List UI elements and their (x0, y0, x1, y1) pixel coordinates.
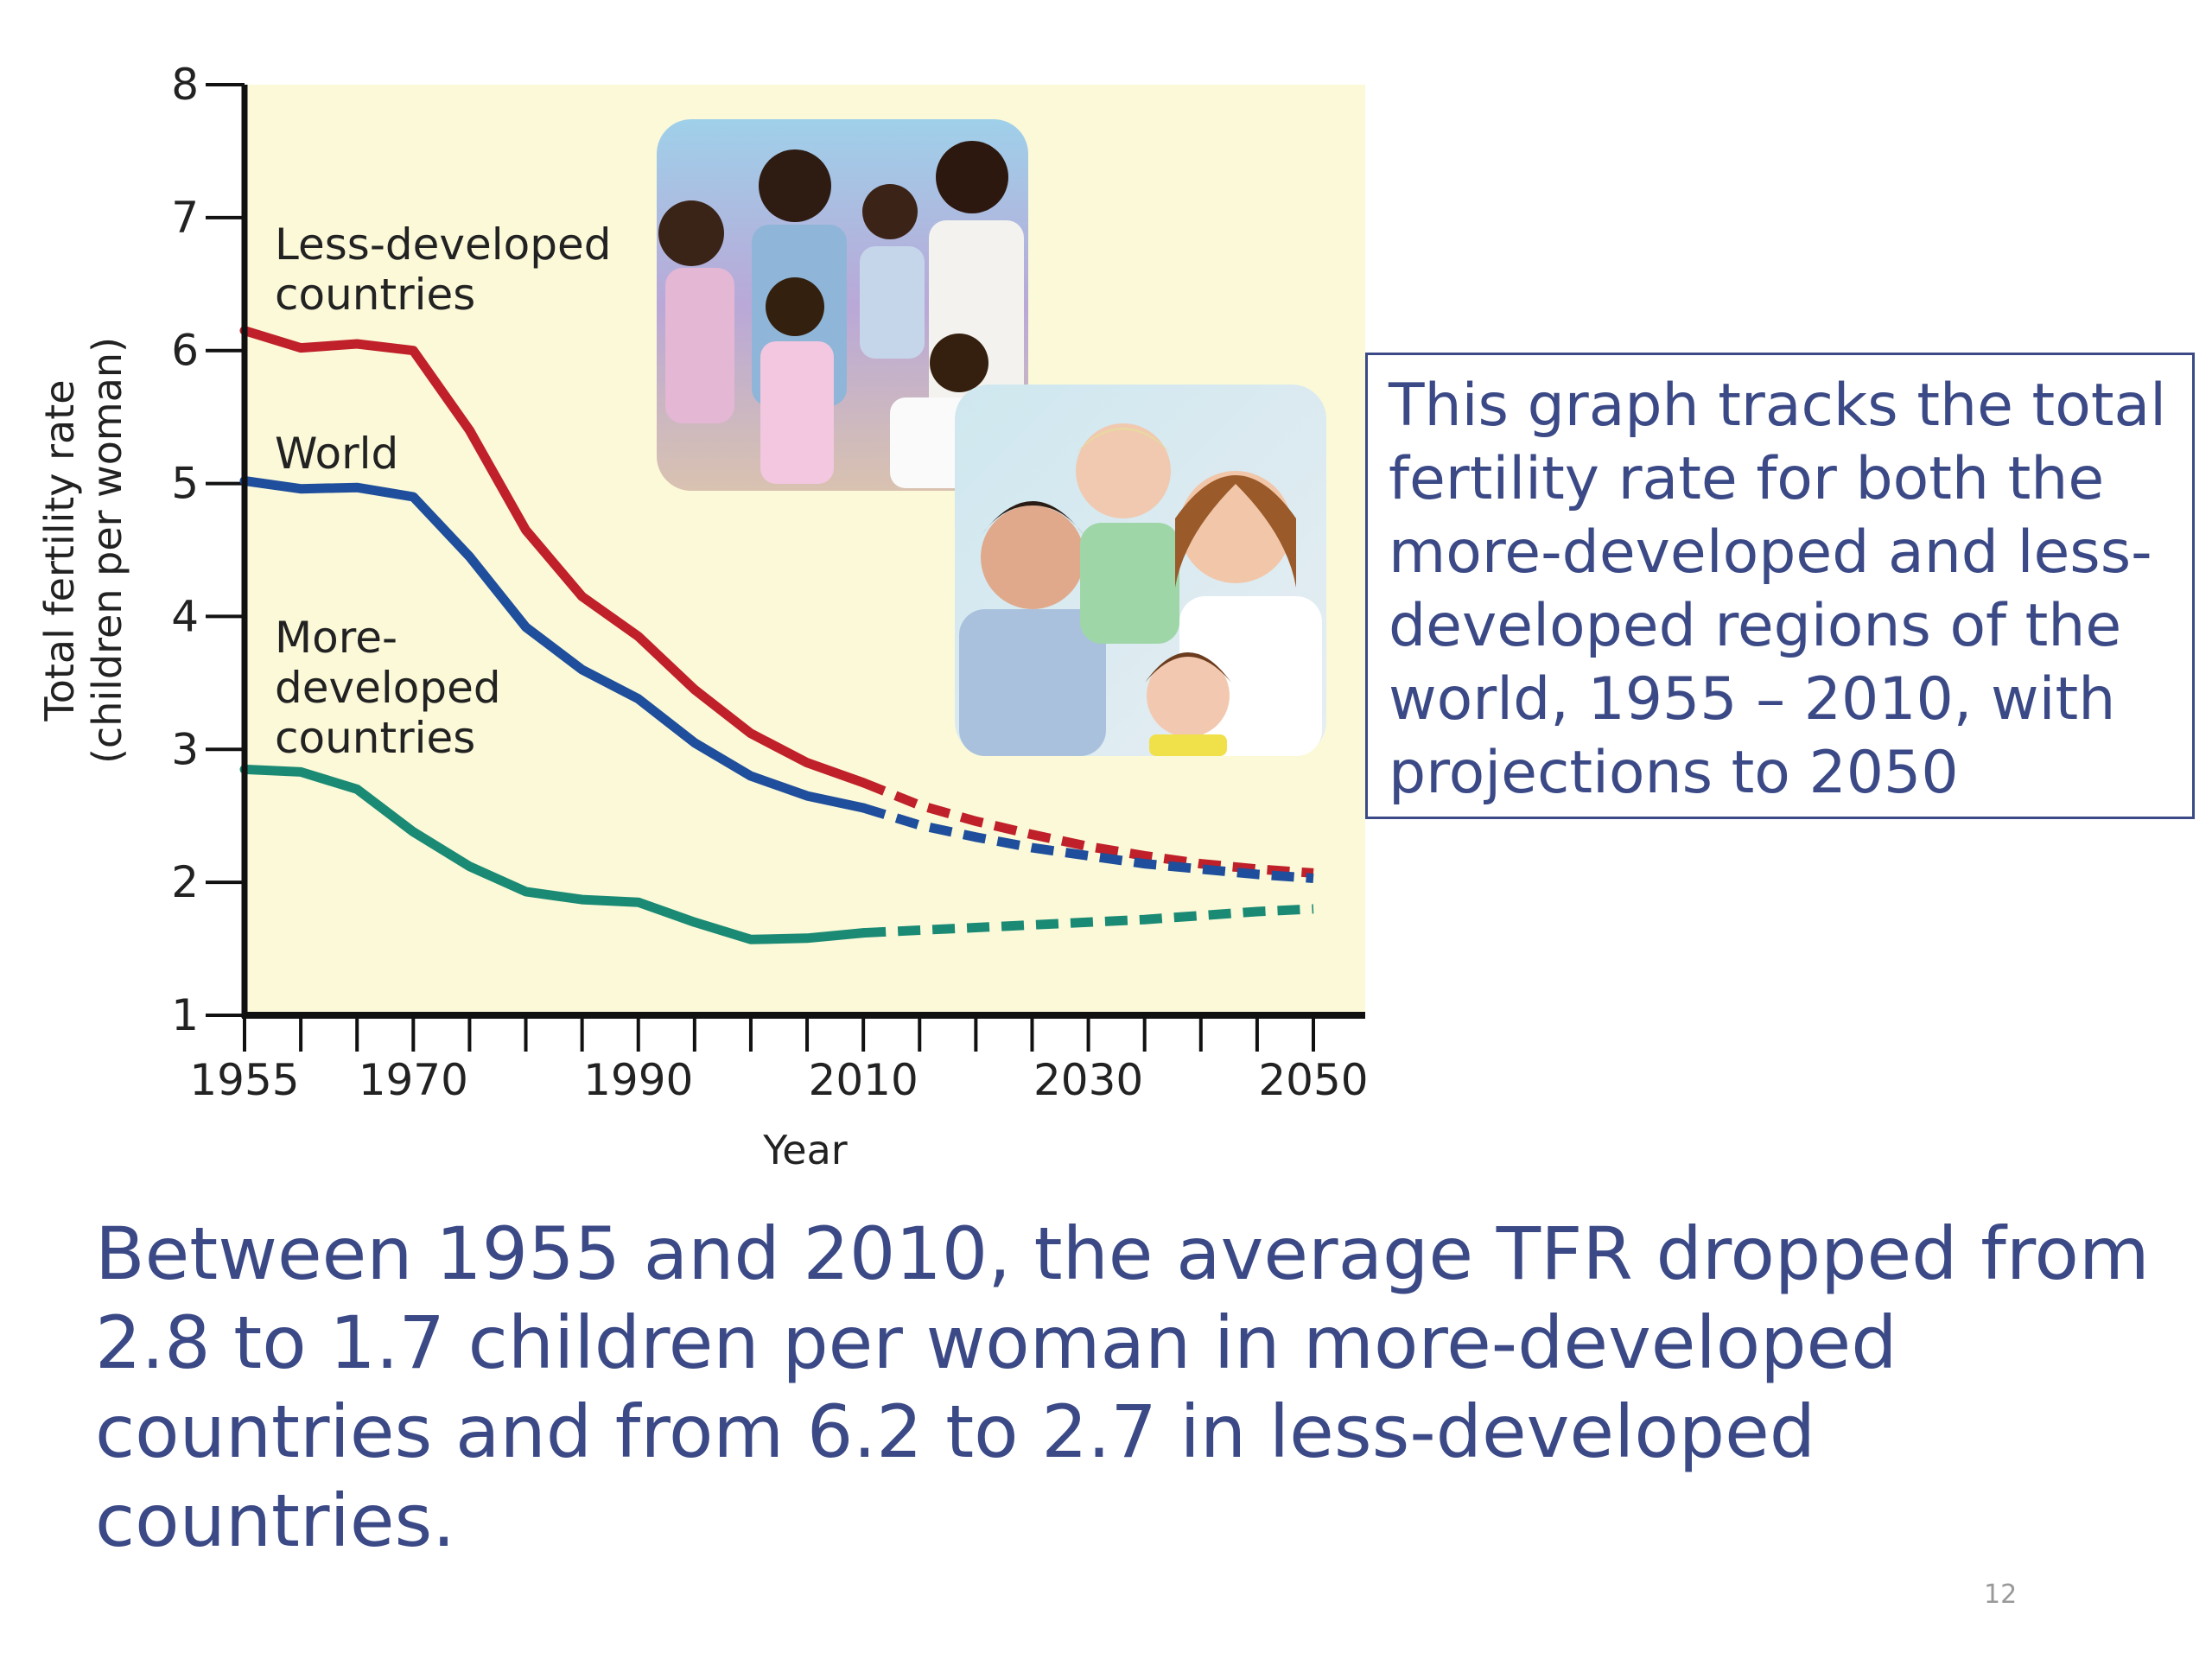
callout-text: This graph tracks the total fertility ra… (1389, 372, 2167, 807)
x-tick-label: 1970 (359, 1055, 468, 1105)
series-line-0 (239, 326, 868, 788)
x-tick-label: 1955 (189, 1055, 299, 1105)
slide-caption: Between 1955 and 2010, the average TFR d… (95, 1211, 2150, 1563)
x-tick-label: 2030 (1033, 1055, 1143, 1105)
callout-box: This graph tracks the total fertility ra… (1365, 353, 2195, 819)
y-tick-label: 7 (171, 193, 199, 243)
series-line-2 (239, 764, 868, 944)
y-axis-title-line1: Total fertility rate (36, 379, 83, 721)
y-tick-label: 8 (171, 60, 199, 110)
y-tick-label: 5 (171, 459, 199, 509)
axes (241, 85, 1365, 1019)
x-axis-title: Year (762, 1127, 847, 1173)
page-number: 12 (1984, 1580, 2018, 1610)
series-group (239, 326, 1314, 944)
x-tick-label: 1990 (583, 1055, 693, 1105)
x-tick-label: 2010 (809, 1055, 918, 1105)
series-projection-0 (861, 778, 1314, 878)
series-label: countries (275, 270, 475, 320)
axis-ticks (206, 83, 1315, 1052)
y-tick-label: 4 (171, 591, 199, 641)
labels: 1 2 3 4 5 6 7 8 1955 1970 1990 2010 2030 2050 Less-dev… (171, 60, 1368, 1105)
x-tick-label: 2050 (1258, 1055, 1368, 1105)
series-label: developed (275, 663, 501, 713)
y-tick-label: 2 (171, 857, 199, 907)
series-line-1 (239, 476, 868, 813)
series-projection-2 (862, 904, 1314, 938)
y-tick-label: 3 (171, 724, 199, 774)
series-label: More- (275, 613, 397, 663)
series-label: World (275, 429, 398, 479)
series-label: countries (275, 713, 475, 763)
series-label: Less-developed (275, 219, 611, 270)
y-axis-title-line2: (children per woman) (84, 337, 130, 764)
series-projection-1 (861, 803, 1314, 883)
y-tick-label: 1 (171, 990, 199, 1040)
y-tick-label: 6 (171, 326, 199, 376)
family-photo-2 (955, 385, 1326, 756)
family-photo-1 (657, 119, 1028, 491)
